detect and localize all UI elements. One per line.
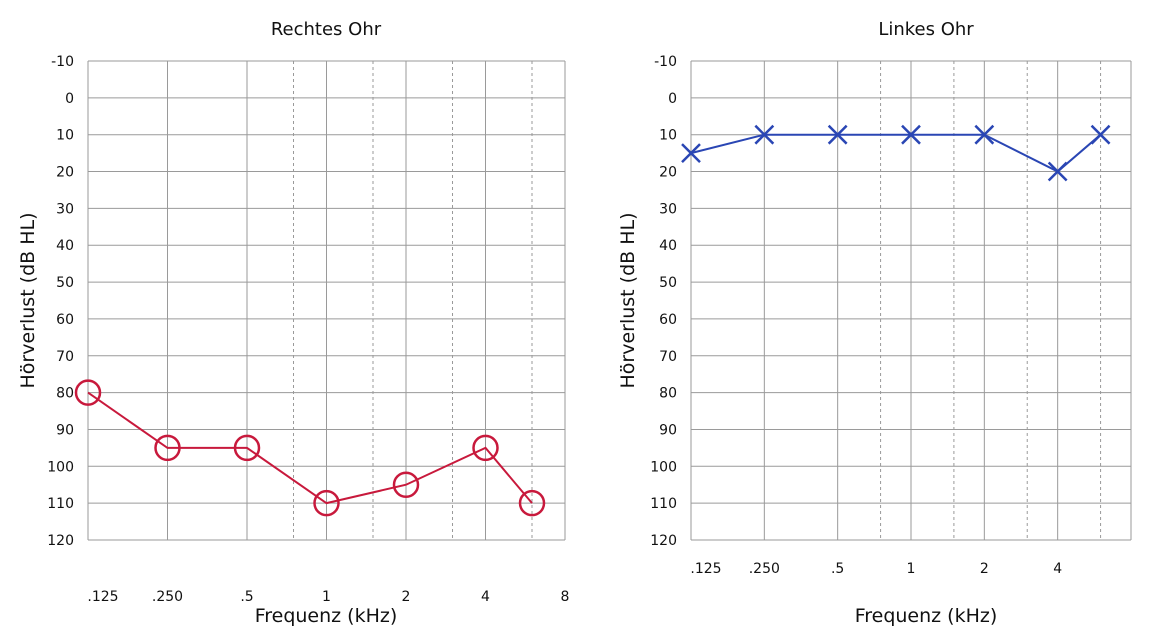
y-tick-label: 70 [56,349,74,365]
chart-title: Rechtes Ohr [271,19,382,40]
y-tick-label: 80 [56,386,74,402]
y-tick-label: 80 [659,386,677,402]
data-point-circle [518,489,546,517]
y-axis-label: Hörverlust (dB HL) [17,212,39,388]
y-tick-label: 10 [659,128,677,144]
y-tick-label: 30 [659,201,677,217]
y-tick-label: 40 [56,238,74,254]
y-tick-label: 30 [56,201,74,217]
y-tick-label: 50 [56,275,74,291]
x-tick-label: .5 [831,561,844,577]
y-tick-label: 10 [56,128,74,144]
x-tick-label: 4 [481,589,490,605]
y-tick-label: 100 [47,459,74,475]
y-tick-label: 20 [56,165,74,181]
x-tick-label: .125 [87,589,118,605]
data-point-x [974,124,995,145]
data-point-circle [233,434,261,462]
x-tick-label: 4 [1053,561,1062,577]
x-tick-label: .5 [240,589,253,605]
y-tick-label: 0 [668,91,677,107]
data-point-circle [392,471,420,498]
x-tick-label: 8 [561,589,570,605]
x-tick-label: 1 [907,561,916,577]
y-tick-label: 90 [659,422,677,438]
x-tick-label: .250 [152,589,183,605]
y-tick-label: 70 [659,349,677,365]
x-axis-label: Frequenz (kHz) [855,605,998,627]
y-tick-label: -10 [654,54,677,70]
series-line [87,391,533,505]
y-tick-label: -10 [51,54,74,70]
x-tick-label: 2 [980,561,989,577]
data-point-x [681,143,701,163]
y-tick-label: 110 [650,496,677,512]
chart-title: Linkes Ohr [878,19,974,40]
data-point-circle [313,489,340,517]
x-axis-label: Frequenz (kHz) [255,605,398,627]
y-tick-label: 20 [659,165,677,181]
y-tick-label: 0 [65,91,74,107]
data-point-x [1090,124,1111,145]
y-tick-label: 60 [659,312,677,328]
chart-panel-2: -10 0 10 20 30 40 50 60 70 80 90 100 110 120 .125 .250.… [617,19,1132,627]
data-point-x [827,124,848,145]
y-tick-label: 120 [650,533,677,549]
chart-panel-1: -10 0 10 20 30 40 50 60 70 80 90 100 110 120 .125 .250.… [17,19,569,627]
y-tick-label: 110 [47,496,74,512]
data-point-circle [74,379,102,406]
series-line [690,133,1102,173]
data-point-x [901,124,921,145]
y-tick-label: 100 [650,459,677,475]
data-point-x [754,124,775,145]
x-tick-label: .125 [690,561,721,577]
y-tick-label: 50 [659,275,677,291]
y-tick-label: 90 [56,422,74,438]
y-tick-label: 40 [659,238,677,254]
y-axis-label: Hörverlust (dB HL) [617,212,639,388]
data-point-circle [472,434,499,462]
data-point-circle [154,434,181,462]
x-tick-label: 2 [402,589,411,605]
y-tick-label: 120 [47,533,74,549]
data-point-x [1047,161,1068,182]
y-tick-label: 60 [56,312,74,328]
x-tick-label: .250 [749,561,780,577]
x-tick-label: 1 [322,589,331,605]
